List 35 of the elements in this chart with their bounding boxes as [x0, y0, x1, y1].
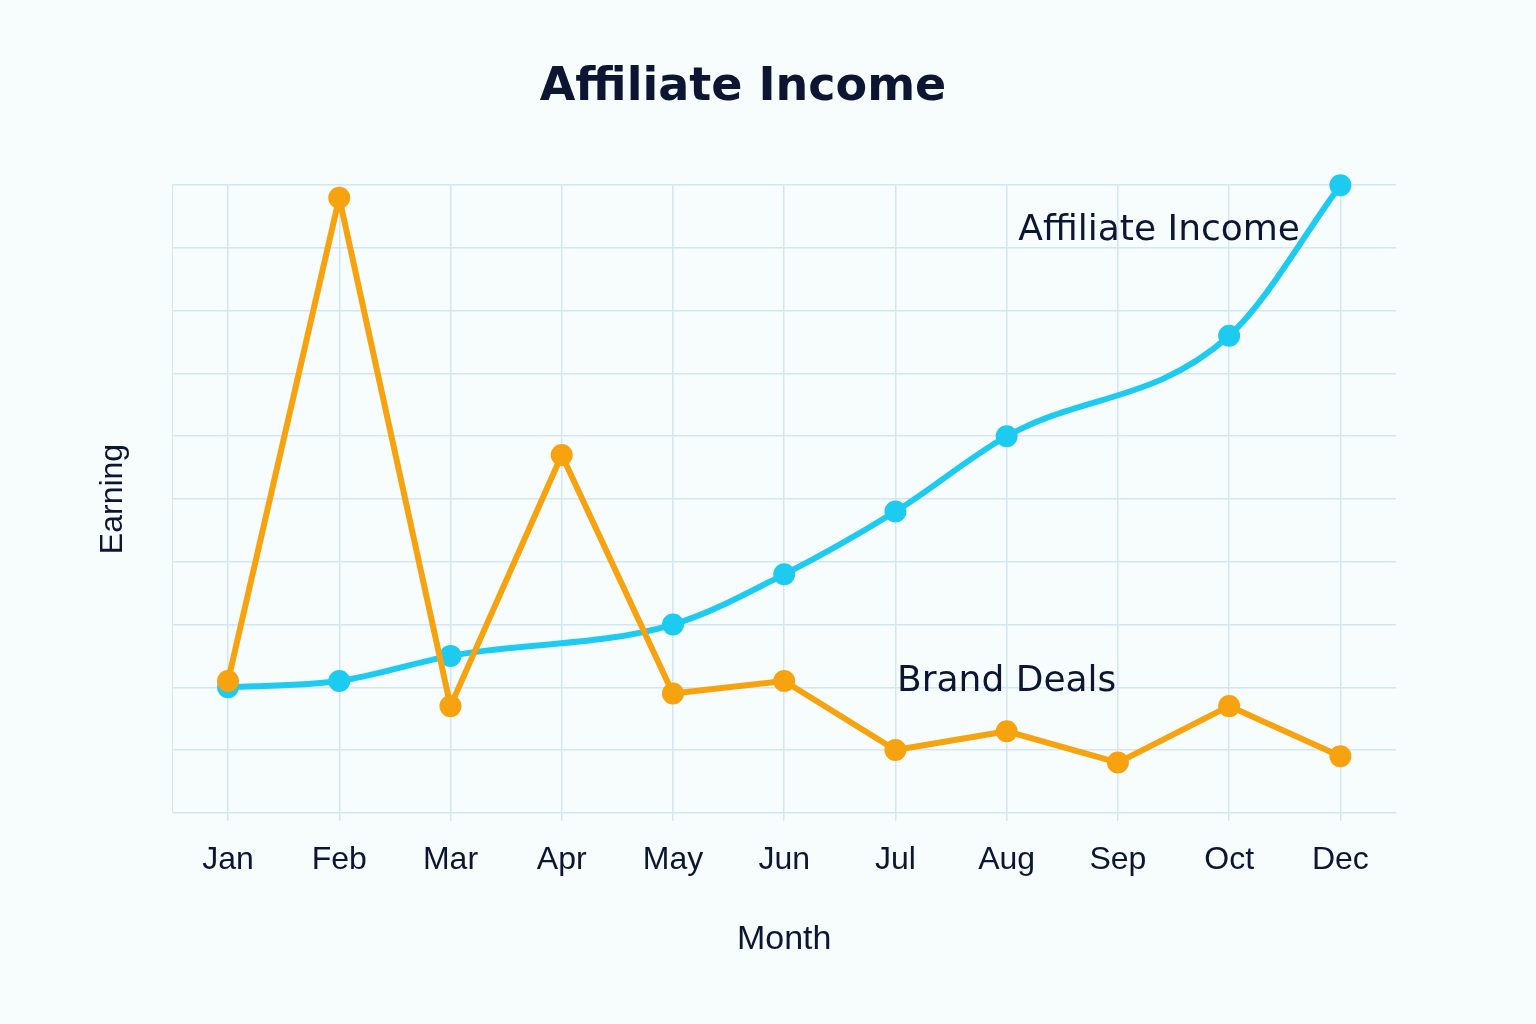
point: [1329, 174, 1352, 197]
point: [661, 682, 684, 705]
series-label: Brand Deals: [896, 657, 1117, 699]
point: [328, 670, 351, 692]
y-axis-title: Earning: [93, 443, 130, 555]
point: [995, 720, 1018, 743]
point: [773, 670, 796, 692]
x-tick-label: May: [642, 839, 704, 876]
x-tick-label: Dec: [1311, 839, 1369, 876]
point: [995, 425, 1018, 448]
x-tick-label: Jul: [874, 839, 916, 876]
point: [884, 500, 907, 523]
point: [328, 186, 351, 209]
point: [884, 739, 907, 762]
point: [1329, 745, 1352, 768]
point: [439, 644, 462, 667]
point: [773, 563, 796, 586]
point: [1218, 695, 1241, 718]
chart-title: Affiliate Income: [539, 56, 947, 111]
x-tick-label: Jun: [758, 839, 810, 876]
x-tick-label: Oct: [1204, 839, 1255, 876]
point: [1106, 751, 1129, 774]
x-axis-title: Month: [736, 917, 832, 956]
x-tick-label: Sep: [1089, 839, 1147, 876]
point: [1218, 324, 1241, 347]
point: [550, 444, 573, 467]
point: [217, 670, 240, 692]
x-tick-label: Jan: [202, 839, 254, 876]
x-tick-label: Apr: [536, 839, 587, 876]
point: [439, 695, 462, 718]
x-tick-label: Feb: [311, 839, 367, 876]
x-tick-label: Aug: [978, 839, 1036, 876]
series-label: Affiliate Income: [1018, 207, 1300, 249]
x-tick-label: Mar: [422, 839, 479, 876]
point: [661, 613, 684, 636]
